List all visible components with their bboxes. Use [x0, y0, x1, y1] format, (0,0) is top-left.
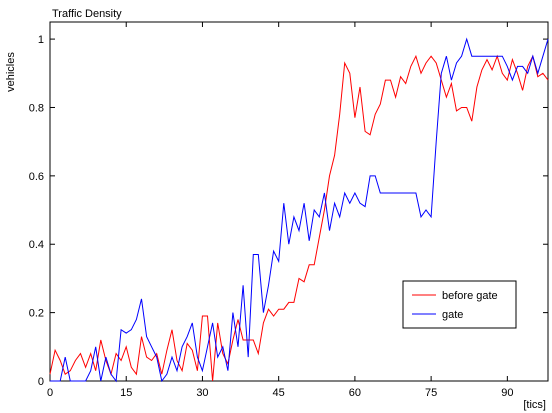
y-tick-label: 0.2 — [29, 308, 44, 320]
x-tick-label: 45 — [273, 387, 285, 399]
series-lines — [49, 37, 549, 383]
chart-title: Traffic Density — [52, 8, 122, 20]
x-tick-label: 90 — [501, 387, 513, 399]
axis-ticks: 0 15 30 45 60 75 90 0 0.2 0.4 0.6 0.8 1 — [29, 22, 548, 399]
y-axis-label: vehicles — [5, 52, 17, 92]
x-tick-label: 75 — [425, 387, 437, 399]
legend-box — [402, 280, 517, 329]
series-line-before-gate — [49, 54, 549, 382]
y-tick-label: 0.8 — [29, 102, 44, 114]
x-tick-label: 30 — [196, 387, 208, 399]
y-tick-label: 0.6 — [29, 171, 44, 183]
y-tick-label: 1 — [38, 34, 44, 46]
x-tick-label: 0 — [47, 387, 53, 399]
y-tick-label: 0.4 — [29, 239, 44, 251]
x-axis-label: [tics] — [523, 399, 546, 411]
legend: before gate gate — [402, 280, 517, 329]
legend-label: gate — [442, 309, 463, 321]
x-tick-label: 60 — [349, 387, 361, 399]
legend-label: before gate — [442, 290, 498, 302]
x-tick-label: 15 — [120, 387, 132, 399]
series-line-gate — [50, 37, 549, 383]
y-tick-label: 0 — [38, 376, 44, 388]
